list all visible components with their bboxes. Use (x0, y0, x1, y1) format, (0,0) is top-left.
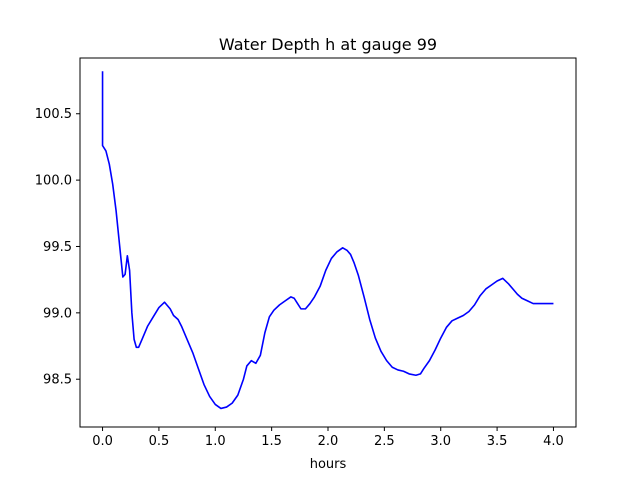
x-tick-label: 4.0 (543, 434, 564, 449)
x-tick-label: 2.0 (318, 434, 339, 449)
x-axis-label: hours (310, 457, 347, 472)
y-tick-label: 100.0 (35, 174, 72, 189)
y-tick-label: 99.5 (43, 240, 72, 255)
y-tick-label: 98.5 (43, 373, 72, 388)
chart-title: Water Depth h at gauge 99 (219, 35, 437, 54)
x-tick-label: 2.5 (374, 434, 395, 449)
x-tick-label: 1.0 (205, 434, 226, 449)
x-tick-label: 3.5 (487, 434, 508, 449)
x-tick-label: 0.0 (92, 434, 113, 449)
y-tick-label: 99.0 (43, 306, 72, 321)
x-tick-label: 0.5 (149, 434, 170, 449)
x-tick-label: 3.0 (430, 434, 451, 449)
series-line-0 (101, 71, 554, 410)
y-tick-label: 100.5 (35, 107, 72, 122)
x-tick-label: 1.5 (261, 434, 282, 449)
